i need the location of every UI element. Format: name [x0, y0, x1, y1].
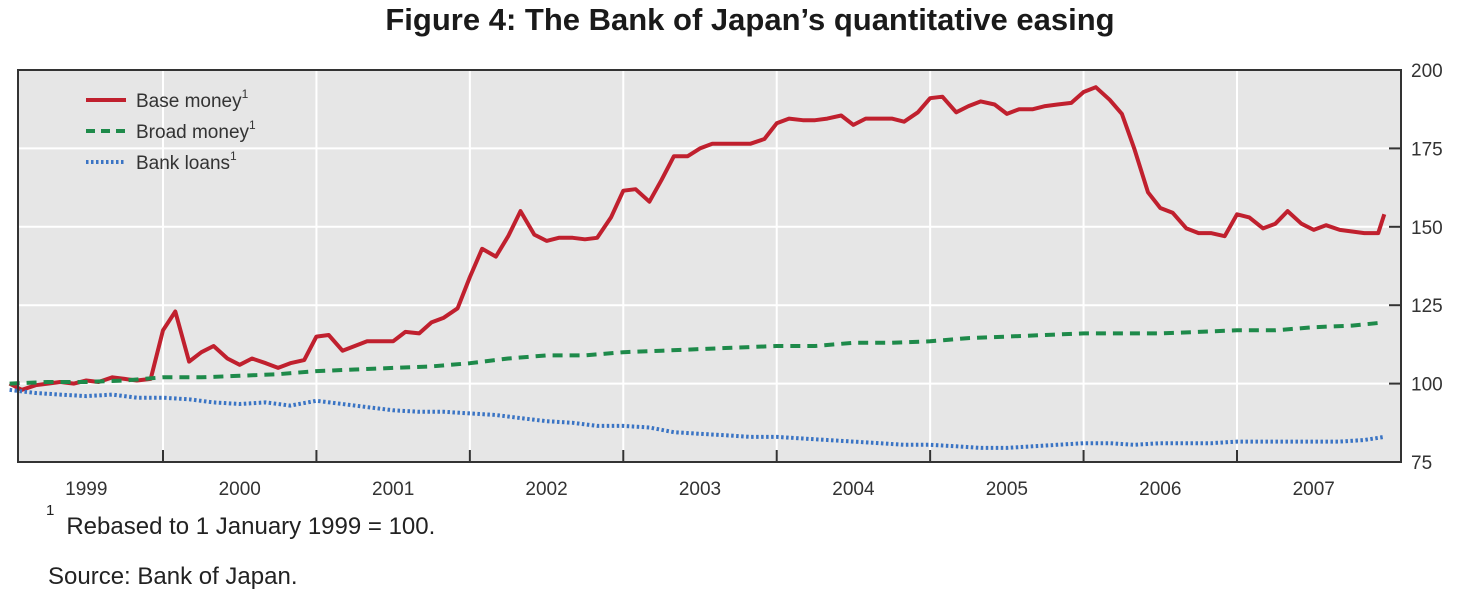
source-note: Source: Bank of Japan.	[48, 563, 298, 590]
series-line-broad-money	[9, 320, 1385, 386]
legend: Base money1 Broad money1 Bank loans1	[86, 87, 256, 174]
line-chart: 1999 2000 2001 2002 2003 2004 2005 2006 2007 751…	[8, 61, 1443, 500]
x-tick-label: 2005	[986, 479, 1028, 500]
legend-label: Broad money1	[136, 118, 256, 143]
series-line-base-money	[8, 85, 1387, 392]
series-line-bank-loans	[9, 387, 1385, 450]
y-axis-ticks	[1389, 69, 1401, 463]
y-tick-label: 75	[1411, 453, 1432, 474]
gridlines	[18, 70, 1401, 462]
y-tick-label: 175	[1411, 139, 1443, 160]
legend-superscript: 1	[242, 87, 249, 101]
y-tick-label: 150	[1411, 218, 1443, 239]
footnote: 1 Rebased to 1 January 1999 = 100.	[46, 502, 436, 541]
x-tick-label: 2001	[372, 479, 414, 500]
plot-border	[17, 69, 1402, 463]
footnote-text: Rebased to 1 January 1999 = 100.	[66, 513, 436, 540]
x-tick-label: 2000	[219, 479, 261, 500]
x-tick-label: 2002	[525, 479, 567, 500]
legend-label: Base money1	[136, 87, 249, 112]
footnote-marker: 1	[46, 502, 55, 519]
legend-superscript: 1	[249, 118, 256, 132]
x-axis-labels: 1999 2000 2001 2002 2003 2004 2005 2006 2007	[65, 479, 1335, 500]
legend-label: Bank loans1	[136, 149, 237, 174]
y-tick-label: 100	[1411, 375, 1443, 396]
x-tick-label: 2006	[1139, 479, 1181, 500]
legend-superscript: 1	[230, 149, 237, 163]
y-axis-labels: 75 100 125 150 175 200	[1411, 61, 1443, 474]
plot-background	[18, 70, 1401, 462]
y-tick-label: 125	[1411, 296, 1443, 317]
chart-title: Figure 4: The Bank of Japan’s quantitati…	[385, 2, 1115, 37]
x-tick-label: 2004	[832, 479, 875, 500]
x-axis-ticks	[162, 450, 1238, 462]
x-tick-label: 1999	[65, 479, 107, 500]
x-tick-label: 2007	[1293, 479, 1335, 500]
x-tick-label: 2003	[679, 479, 721, 500]
y-tick-label: 200	[1411, 61, 1443, 82]
series-lines	[8, 85, 1387, 450]
